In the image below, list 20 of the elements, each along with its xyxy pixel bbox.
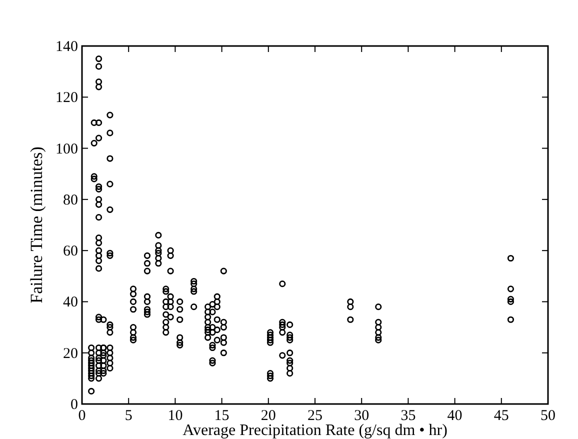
y-tick-label: 120	[56, 90, 78, 106]
x-tick-label: 40	[447, 408, 462, 424]
x-tick-label: 50	[540, 408, 556, 424]
x-tick-label: 20	[260, 408, 276, 424]
x-tick-label: 10	[168, 408, 183, 424]
x-tick-label: 25	[308, 408, 322, 424]
x-tick-label: 35	[400, 408, 416, 424]
y-tick-label: 0	[70, 397, 78, 413]
x-tick-label: 5	[124, 408, 132, 424]
x-tick-label: 45	[494, 408, 509, 424]
x-tick-label: 15	[214, 408, 230, 424]
y-tick-label: 80	[63, 192, 78, 208]
y-axis-title: Failure Time (minutes)	[27, 146, 46, 304]
y-tick-label: 60	[63, 244, 78, 260]
x-axis-title: Average Precipitation Rate (g/sq dm • hr)	[182, 422, 448, 439]
y-tick-label: 20	[63, 346, 78, 362]
y-tick-label: 140	[56, 39, 78, 55]
y-tick-label: 100	[56, 141, 78, 158]
y-tick-label: 40	[63, 294, 78, 311]
x-tick-label: 30	[354, 408, 370, 424]
